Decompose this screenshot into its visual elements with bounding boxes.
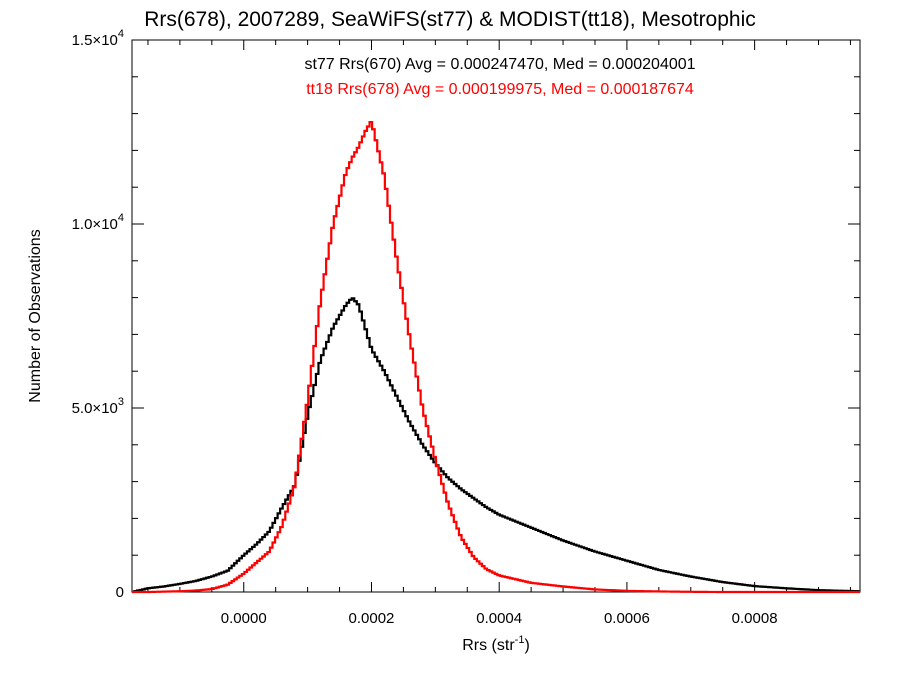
chart-title: Rrs(678), 2007289, SeaWiFS(st77) & MODIS… — [144, 8, 756, 31]
y-tick-label: 1.0×104 — [72, 212, 124, 233]
x-tick-label: 0.0004 — [476, 610, 522, 627]
stat-annotation: st77 Rrs(670) Avg = 0.000247470, Med = 0… — [304, 56, 695, 73]
y-tick-label: 0 — [116, 584, 124, 601]
x-tick-label: 0.0006 — [604, 610, 650, 627]
x-tick-label: 0.0000 — [221, 610, 267, 627]
plot-frame — [131, 39, 861, 593]
y-tick-label: 5.0×103 — [72, 396, 124, 417]
histogram-series-1 — [132, 297, 860, 593]
y-tick-label: 1.5×104 — [72, 28, 124, 49]
histogram-series-2 — [132, 120, 860, 594]
y-axis-label: Number of Observations — [27, 229, 44, 402]
x-tick-label: 0.0002 — [349, 610, 395, 627]
x-tick-label: 0.0008 — [732, 610, 778, 627]
x-axis-label: Rrs (str-1) — [462, 634, 530, 654]
stat-annotation: tt18 Rrs(678) Avg = 0.000199975, Med = 0… — [306, 81, 694, 98]
